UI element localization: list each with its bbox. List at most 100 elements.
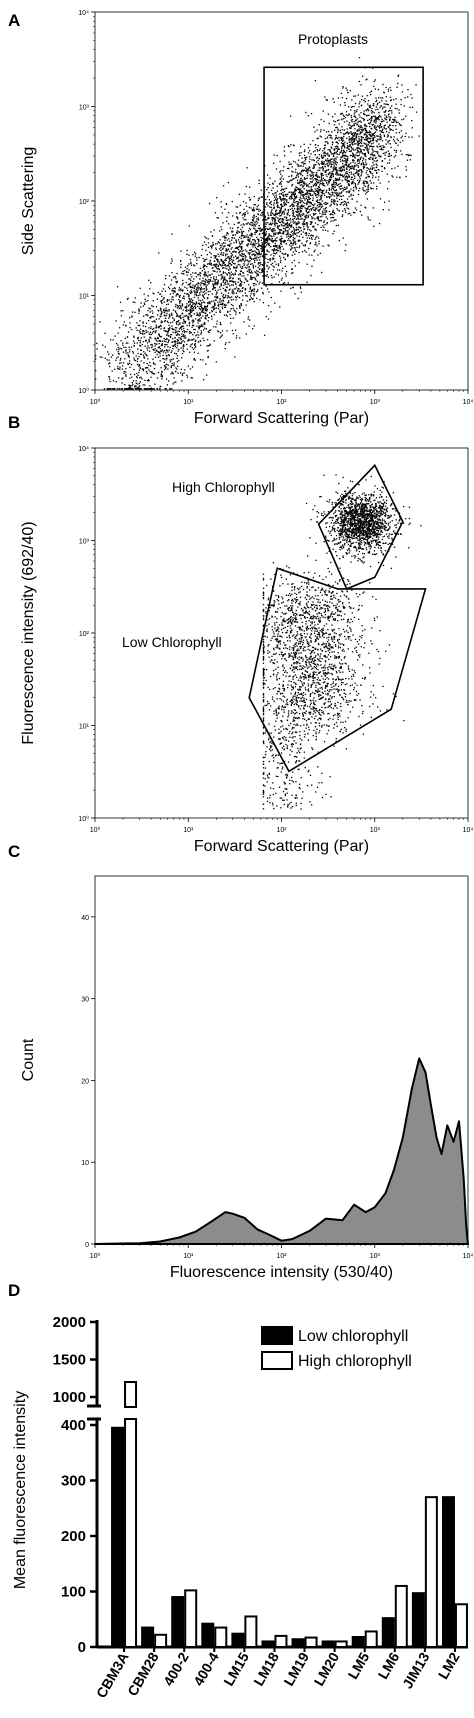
- event-dot: [297, 215, 299, 217]
- event-dot: [148, 279, 150, 281]
- event-dot: [171, 362, 173, 365]
- event-dot: [220, 246, 222, 249]
- event-dot: [270, 239, 272, 241]
- event-dot: [187, 339, 189, 342]
- event-dot: [242, 230, 245, 233]
- event-dot: [95, 378, 97, 380]
- event-dot: [235, 247, 238, 249]
- event-dot: [291, 268, 293, 271]
- event-dot: [340, 149, 343, 151]
- event-dot: [329, 175, 332, 178]
- event-dot: [256, 236, 258, 238]
- event-dot: [319, 252, 322, 255]
- event-dot: [133, 336, 135, 338]
- event-dot: [177, 332, 179, 335]
- event-dot: [231, 303, 233, 306]
- event-dot: [315, 171, 318, 174]
- event-dot: [160, 335, 162, 338]
- event-dot: [356, 171, 358, 173]
- event-dot: [344, 203, 346, 205]
- event-dot: [274, 239, 276, 242]
- event-dot: [333, 149, 336, 151]
- event-dot: [351, 142, 353, 144]
- event-dot: [222, 303, 224, 305]
- event-dot: [307, 167, 309, 169]
- event-dot: [339, 195, 341, 197]
- event-dot: [207, 246, 210, 248]
- event-dot: [275, 211, 277, 213]
- event-dot: [300, 171, 303, 173]
- event-dot: [315, 183, 318, 185]
- event-dot: [211, 235, 213, 237]
- event-dot: [287, 219, 289, 221]
- event-dot: [280, 209, 282, 211]
- event-dot: [266, 274, 268, 276]
- event-dot: [293, 222, 295, 225]
- event-dot: [309, 194, 311, 197]
- event-dot: [158, 333, 160, 336]
- event-dot: [267, 242, 269, 245]
- event-dot: [334, 213, 336, 215]
- event-dot: [213, 264, 216, 266]
- event-dot: [282, 240, 285, 242]
- event-dot: [301, 184, 303, 186]
- event-dot: [253, 214, 255, 216]
- event-dot: [314, 153, 317, 156]
- event-dot: [370, 134, 372, 137]
- event-dot: [252, 218, 255, 220]
- event-dot: [180, 338, 182, 341]
- event-dot: [318, 206, 320, 208]
- event-dot: [253, 255, 256, 257]
- event-dot: [323, 152, 325, 154]
- event-dot: [306, 177, 308, 179]
- event-dot: [161, 321, 164, 323]
- event-dot: [192, 306, 195, 309]
- event-dot: [270, 229, 272, 231]
- event-dot: [316, 196, 318, 198]
- event-dot: [352, 152, 354, 154]
- event-dot: [193, 265, 196, 267]
- event-dot: [267, 212, 269, 214]
- event-dot: [337, 137, 339, 139]
- event-dot: [294, 293, 296, 295]
- event-dot: [198, 302, 200, 304]
- event-dot: [356, 123, 359, 125]
- event-dot: [282, 194, 285, 197]
- event-dot: [132, 380, 135, 382]
- event-dot: [276, 244, 278, 247]
- event-dot: [304, 170, 307, 172]
- event-dot: [209, 343, 211, 345]
- event-dot: [232, 317, 234, 319]
- event-dot: [335, 173, 337, 175]
- event-dot: [122, 362, 125, 364]
- event-dot: [222, 300, 225, 302]
- event-dot: [366, 78, 368, 80]
- event-dot: [305, 216, 307, 218]
- event-dot: [214, 281, 216, 283]
- event-dot: [323, 184, 325, 186]
- event-dot: [285, 193, 287, 196]
- event-dot: [367, 175, 369, 178]
- event-dot: [325, 196, 328, 198]
- event-dot: [227, 257, 229, 259]
- event-dot: [339, 158, 342, 160]
- event-dot: [286, 181, 288, 183]
- event-dot: [258, 251, 260, 253]
- event-dot: [380, 165, 383, 168]
- event-dot: [403, 118, 405, 120]
- event-dot: [360, 121, 363, 123]
- event-dot: [355, 186, 357, 189]
- event-dot: [143, 388, 146, 390]
- event-dot: [307, 152, 310, 154]
- event-dot: [365, 163, 368, 165]
- event-dot: [179, 322, 181, 324]
- event-dot: [389, 127, 391, 130]
- event-dot: [372, 133, 374, 135]
- event-dot: [293, 238, 295, 240]
- event-dot: [318, 167, 320, 169]
- event-dot: [328, 134, 330, 136]
- event-dot: [361, 95, 363, 97]
- event-dot: [215, 299, 217, 302]
- event-dot: [279, 197, 281, 199]
- event-dot: [353, 149, 355, 151]
